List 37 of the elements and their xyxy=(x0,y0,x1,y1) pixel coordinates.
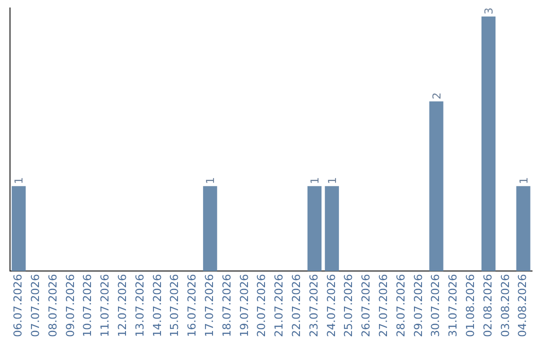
x-tick-label: 27.07.2026 xyxy=(376,274,390,338)
x-tick-label: 10.07.2026 xyxy=(81,274,94,338)
x-tick-label: 12.07.2026 xyxy=(116,274,129,338)
x-tick-label: 29.07.2026 xyxy=(412,274,425,338)
x-tick-label: 01.08.2026 xyxy=(464,274,477,338)
x-tick-label: 18.07.2026 xyxy=(220,274,234,338)
x-tick-label: 06.07.2026 xyxy=(12,274,25,338)
x-tick-label: 08.07.2026 xyxy=(46,274,60,338)
data-label: 1 xyxy=(517,177,530,184)
x-tick-label: 16.07.2026 xyxy=(186,274,199,338)
x-tick-label: 31.07.2026 xyxy=(446,274,460,338)
x-tick-label: 09.07.2026 xyxy=(64,274,77,338)
data-label: 1 xyxy=(308,177,322,184)
x-tick-label: 25.07.2026 xyxy=(342,274,356,338)
x-tick-label: 21.07.2026 xyxy=(272,274,286,338)
x-tick-label: 23.07.2026 xyxy=(307,274,320,338)
x-tick-label: 28.07.2026 xyxy=(394,274,408,338)
x-tick-label: 03.08.2026 xyxy=(498,274,512,338)
x-tick-label: 15.07.2026 xyxy=(168,274,182,338)
x-tick-label: 14.07.2026 xyxy=(150,274,164,338)
data-label: 1 xyxy=(204,177,218,184)
data-label: 3 xyxy=(482,7,496,14)
x-tick-label: 13.07.2026 xyxy=(133,274,146,338)
x-tick-label: 07.07.2026 xyxy=(28,274,42,338)
x-tick-label: 20.07.2026 xyxy=(255,274,268,338)
x-tick-label: 11.07.2026 xyxy=(98,274,112,338)
x-tick-label: 24.07.2026 xyxy=(324,274,338,338)
x-tick-label: 22.07.2026 xyxy=(290,274,303,338)
data-label: 1 xyxy=(326,177,339,184)
x-tick-label: 04.08.2026 xyxy=(516,274,530,338)
data-label: 2 xyxy=(430,92,444,100)
x-tick-label: 17.07.2026 xyxy=(202,274,216,338)
data-label: 1 xyxy=(12,177,26,184)
x-tick-label: 02.08.2026 xyxy=(481,274,494,338)
x-tick-label: 19.07.2026 xyxy=(238,274,251,338)
x-tick-label: 26.07.2026 xyxy=(360,274,373,338)
x-tick-label: 30.07.2026 xyxy=(429,274,442,338)
